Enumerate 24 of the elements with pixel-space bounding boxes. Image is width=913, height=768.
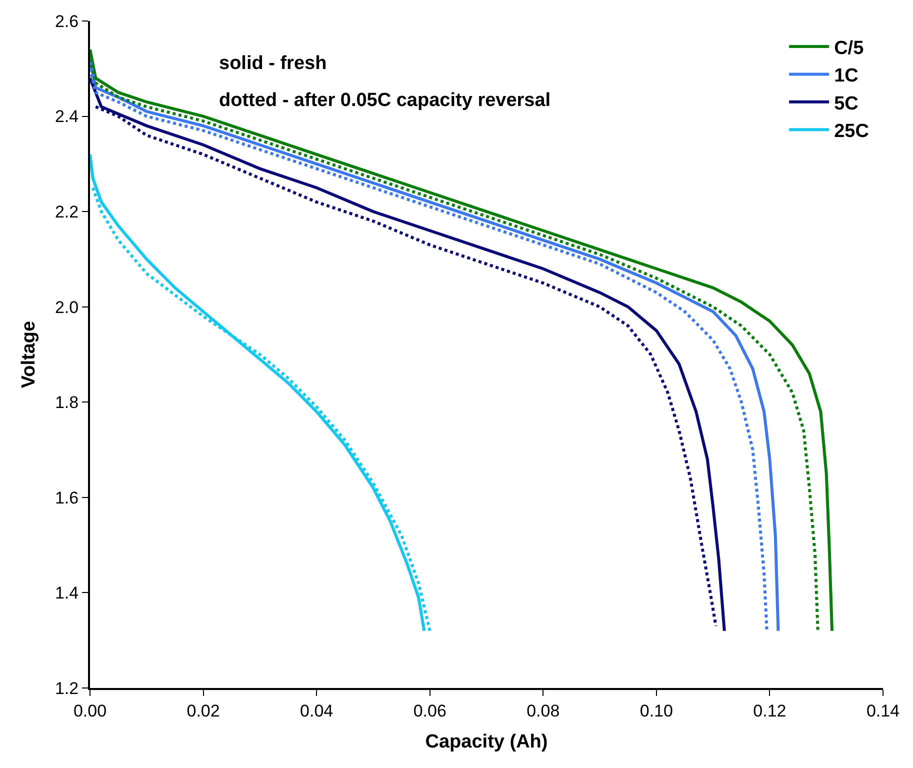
x-tick-label: 0.08: [526, 701, 560, 720]
y-tick-label: 1.2: [54, 678, 79, 698]
x-tick-label: 0.12: [753, 701, 786, 720]
annotation: solid - fresh: [219, 53, 327, 74]
legend-label: 25C: [834, 121, 870, 142]
x-tick-label: 0.06: [413, 701, 446, 720]
y-tick-label: 1.4: [54, 584, 79, 603]
x-tick-label: 0.02: [186, 701, 220, 720]
y-tick-label: 2.2: [54, 202, 79, 222]
x-tick-label: 0.14: [866, 701, 900, 720]
x-axis-title: Capacity (Ah): [425, 732, 548, 753]
x-tick-label: 0.04: [300, 701, 334, 720]
annotation: dotted - after 0.05C capacity reversal: [219, 90, 551, 111]
legend-label: 5C: [834, 93, 859, 114]
y-tick-label: 2.4: [54, 107, 79, 126]
x-tick-label: 0.00: [73, 701, 107, 720]
y-tick-label: 2.0: [54, 298, 79, 317]
y-tick-label: 1.6: [54, 488, 79, 508]
y-axis-title: Voltage: [18, 320, 40, 388]
legend-label: C/5: [834, 38, 864, 59]
y-tick-label: 1.8: [54, 393, 79, 412]
legend-label: 1C: [834, 66, 859, 87]
x-tick-label: 0.10: [640, 701, 673, 720]
y-tick-label: 2.6: [54, 12, 79, 31]
